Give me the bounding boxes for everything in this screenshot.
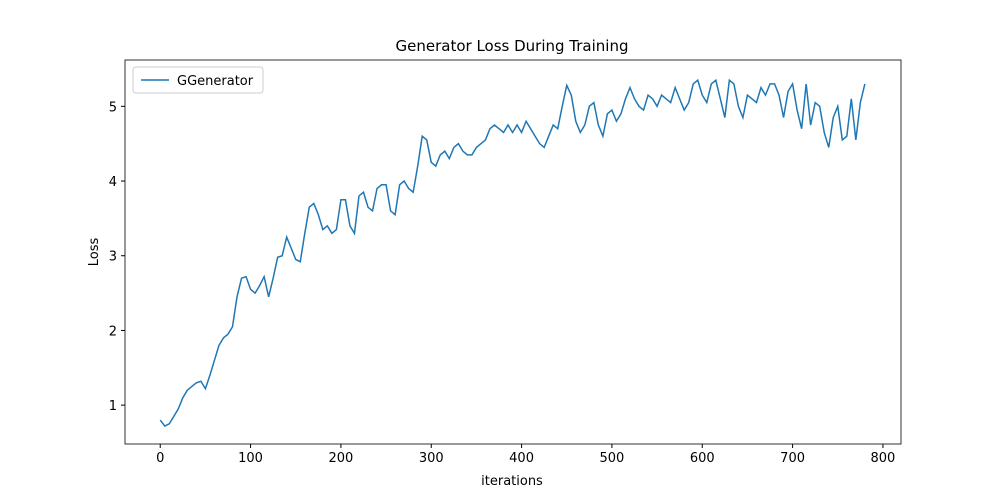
chart-title: Generator Loss During Training [396,37,629,55]
x-tick-label: 400 [509,451,534,466]
plot-frame [124,59,902,445]
data-line [159,78,866,428]
y-tick-label: 1 [109,399,117,414]
y-tick-label: 4 [109,175,117,190]
x-tick-label: 600 [690,451,715,466]
x-axis-label: iterations [481,474,543,489]
y-tick-label: 5 [109,100,117,115]
y-axis-label: Loss [87,238,102,267]
legend-label: GGenerator [177,74,254,89]
y-tick-label: 2 [109,324,117,339]
x-tick-label: 800 [871,451,896,466]
x-tick-label: 200 [328,451,353,466]
legend-box [132,66,264,94]
x-tick-label: 0 [156,451,164,466]
x-tick-label: 500 [600,451,625,466]
x-tick-label: 700 [780,451,805,466]
y-tick-label: 3 [109,250,117,265]
x-tick-label: 300 [419,451,444,466]
x-tick-label: 100 [238,451,263,466]
